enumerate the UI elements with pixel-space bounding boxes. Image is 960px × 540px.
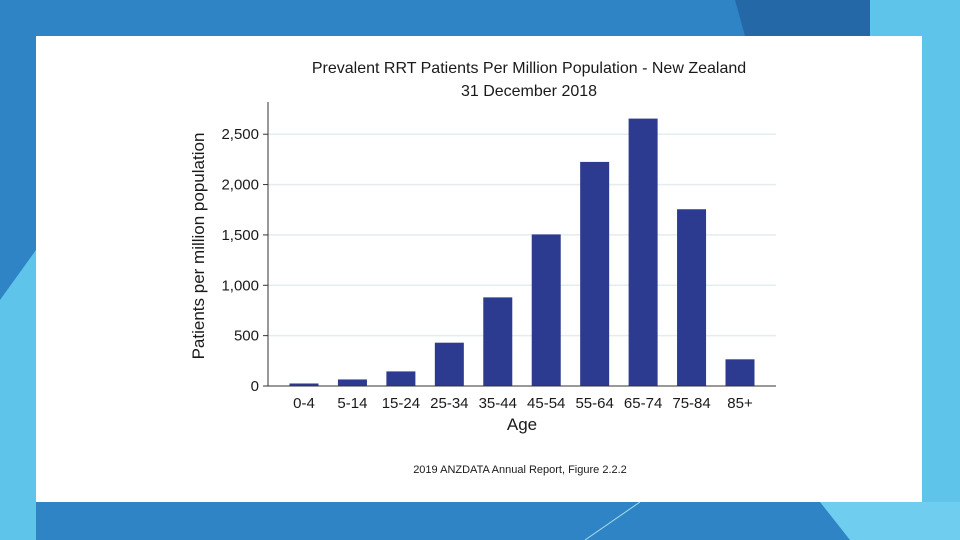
y-tick-label: 1,000 [221,277,259,294]
slide-content: Prevalent RRT Patients Per Million Popul… [36,36,922,502]
x-tick-label: 75-84 [672,395,710,412]
bar-55-64 [580,161,610,386]
y-axis-label: Patients per million population [189,133,208,360]
bar-15-24 [386,371,416,386]
y-tick-label: 500 [234,328,259,345]
x-axis-label: Age [507,415,537,434]
bar-85+ [725,359,755,386]
bar-chart: 0 500 1,000 1,500 2,000 2,500 0-4 5-14 15-24 25-3… [189,102,776,434]
bar-5-14 [337,379,367,386]
bar-35-44 [483,297,513,386]
axes [263,102,776,387]
x-tick-label: 35-44 [479,395,517,412]
bar-75-84 [677,209,707,386]
x-tick-label: 5-14 [337,395,367,412]
y-tick-label: 0 [251,378,259,395]
x-tick-label: 0-4 [293,395,315,412]
y-tick-label: 2,000 [221,177,259,194]
bars [289,118,755,386]
chart-title: Prevalent RRT Patients Per Million Popul… [311,60,747,77]
x-tick-label: 15-24 [382,395,420,412]
chart-subtitle: 31 December 2018 [460,83,598,100]
bar-0-4 [289,383,319,386]
bar-65-74 [628,118,658,386]
x-tick-label: 85+ [727,395,753,412]
figure-caption: 2019 ANZDATA Annual Report, Figure 2.2.2 [413,464,627,476]
x-tick-label: 65-74 [624,395,662,412]
bar-25-34 [434,342,464,386]
x-tick-label: 55-64 [575,395,613,412]
x-tick-label: 45-54 [527,395,565,412]
x-tick-label: 25-34 [430,395,468,412]
bar-45-54 [531,234,561,386]
tick-labels: 0 500 1,000 1,500 2,000 2,500 0-4 5-14 15-24 25-3… [221,126,753,412]
y-tick-label: 1,500 [221,227,259,244]
y-tick-label: 2,500 [221,126,259,143]
